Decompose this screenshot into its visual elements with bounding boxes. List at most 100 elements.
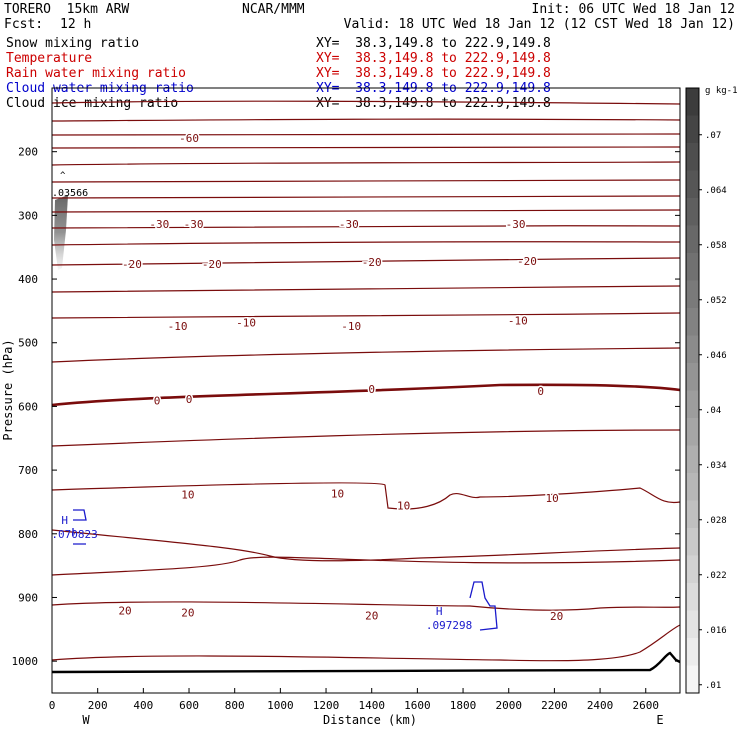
colorbar-segment [686, 528, 699, 556]
colorbar-segment [686, 363, 699, 391]
colorbar-segment [686, 198, 699, 226]
temperature-contour-label: -30 [506, 218, 526, 231]
temperature-contour-label: 10 [331, 487, 344, 500]
y-tick-label: 1000 [12, 655, 39, 668]
x-tick-label: 600 [179, 699, 199, 712]
temperature-contour-label: -20 [362, 256, 382, 269]
y-tick-label: 400 [18, 273, 38, 286]
cloud-water-high-mark: H [436, 605, 443, 618]
cloud-water-high-mark: H [61, 514, 68, 527]
legend-xy-cloud-ice: XY= 38.3,149.8 to 222.9,149.8 [316, 96, 551, 111]
x-tick-label: 800 [225, 699, 245, 712]
x-axis-title: Distance (km) [323, 713, 417, 727]
colorbar-segment [686, 665, 699, 694]
y-tick-label: 900 [18, 591, 38, 604]
colorbar-label: .01 [705, 681, 721, 691]
colorbar-label: .046 [705, 351, 727, 361]
colorbar-segment [686, 500, 699, 529]
plot-frame [51, 87, 681, 694]
colorbar: .07 .064 .058 .052 .046 .04 .034 .028 .022 .016 .0… [685, 87, 727, 694]
colorbar-segment [686, 308, 699, 336]
x-tick-label: 2400 [587, 699, 614, 712]
x-tick-label: 400 [133, 699, 153, 712]
colorbar-label: .016 [705, 626, 727, 636]
cloud-water-contours [72, 509, 498, 631]
y-tick-label: 800 [18, 528, 38, 541]
colorbar-segment [686, 253, 699, 281]
y-tick-label: 500 [18, 337, 38, 350]
colorbar-segment [686, 225, 699, 254]
org-name: NCAR/MMM [242, 2, 305, 17]
temperature-contour-label: 0 [537, 385, 544, 398]
temperature-contour-label: -60 [179, 132, 199, 145]
x-tick-label: 1000 [267, 699, 294, 712]
x-tick-label: 200 [88, 699, 108, 712]
temperature-contour-label: 0 [154, 394, 161, 407]
temperature-contour-label: 10 [397, 499, 410, 512]
colorbar-segment [686, 473, 699, 501]
colorbar-segment [686, 445, 699, 474]
valid-time: Valid: 18 UTC Wed 18 Jan 12 (12 CST Wed … [344, 17, 735, 32]
legend: Snow mixing ratio XY= 38.3,149.8 to 222.… [6, 36, 551, 111]
colorbar-segment [686, 280, 699, 309]
temperature-contour-label: -10 [508, 315, 528, 328]
temperature-contour-label: -30 [339, 218, 359, 231]
header: TORERO 15km ARW NCAR/MMM Init: 06 UTC We… [4, 2, 735, 32]
temperature-contour-label: -10 [341, 320, 361, 333]
temperature-contour-label: 0 [368, 383, 375, 396]
colorbar-label: .07 [705, 131, 721, 141]
x-tick-label: 1400 [358, 699, 385, 712]
colorbar-label: .028 [705, 516, 727, 526]
temperature-contour-label: 20 [118, 604, 131, 617]
fcst-label: Fcst: [4, 17, 43, 32]
colorbar-segment [686, 418, 699, 446]
colorbar-segment [686, 115, 699, 144]
colorbar-label: .034 [705, 461, 727, 471]
x-tick-label: 0 [49, 699, 56, 712]
snow-shading [54, 195, 68, 270]
temperature-contour-label: -30 [149, 218, 169, 231]
temperature-contour-label: 10 [545, 492, 558, 505]
model-name: TORERO 15km ARW [4, 2, 129, 17]
temperature-contour-label: 20 [365, 610, 378, 623]
endpoint-west: W [82, 713, 90, 727]
x-tick-label: 2200 [541, 699, 568, 712]
colorbar-segment [686, 610, 699, 639]
temperature-contour-label: 0 [186, 393, 193, 406]
y-tick-label: 200 [18, 146, 38, 159]
y-tick-label: 300 [18, 209, 38, 222]
temperature-contour-label: -10 [236, 317, 256, 330]
snow-extremum-label: .03566 [52, 188, 88, 199]
legend-name-rain: Rain water mixing ratio [6, 66, 186, 81]
y-tick-label: 600 [18, 400, 38, 413]
colorbar-unit: g kg-1 [705, 86, 738, 96]
colorbar-segment [686, 583, 699, 611]
legend-name-temperature: Temperature [6, 51, 92, 66]
endpoint-east: E [656, 713, 663, 727]
cloud-water-high-value: .070823 [51, 528, 97, 541]
colorbar-segment [686, 638, 699, 666]
colorbar-segment [686, 390, 699, 419]
temperature-contour-label: -20 [202, 258, 222, 271]
colorbar-label: .064 [705, 186, 727, 196]
colorbar-label: .052 [705, 296, 727, 306]
colorbar-label: .058 [705, 241, 727, 251]
x-axis: 0 200 400 600 800 1000 1200 1400 1600 1800 2000 220… [49, 688, 659, 712]
colorbar-segment [686, 143, 699, 171]
colorbar-segment [686, 88, 699, 116]
x-tick-label: 2000 [495, 699, 522, 712]
temperature-contours [51, 100, 681, 662]
temperature-contour-label: 20 [181, 606, 194, 619]
fcst-value: 12 h [60, 17, 91, 32]
colorbar-segment [686, 170, 699, 199]
legend-name-cloud-ice: Cloud ice mixing ratio [6, 96, 178, 111]
y-tick-label: 700 [18, 464, 38, 477]
temperature-contour-label: -30 [184, 218, 204, 231]
legend-xy-temperature: XY= 38.3,149.8 to 222.9,149.8 [316, 51, 551, 66]
temperature-contour-label: -20 [122, 258, 142, 271]
legend-xy-snow: XY= 38.3,149.8 to 222.9,149.8 [316, 36, 551, 51]
colorbar-segment [686, 555, 699, 584]
